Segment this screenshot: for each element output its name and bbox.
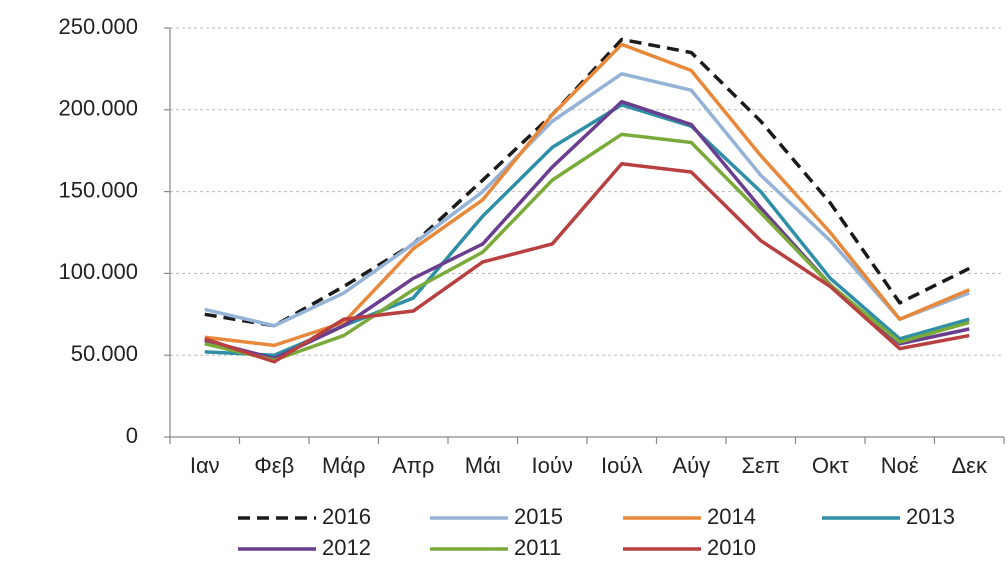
x-tick-label: Ιαν [190, 453, 220, 478]
x-tick-label: Αύγ [672, 453, 710, 478]
x-tick-label: Ιούλ [601, 453, 642, 478]
series-line [204, 99, 970, 361]
x-tick-label: Σεπ [741, 453, 780, 478]
x-tick-label: Μάι [465, 453, 501, 478]
legend-label: 2011 [514, 535, 561, 560]
series-line [204, 103, 970, 357]
y-tick-label: 100.000 [58, 259, 138, 284]
x-tick-label: Δεκ [951, 453, 988, 478]
y-tick-label: 0 [126, 423, 138, 448]
legend-label: 2013 [906, 504, 955, 529]
x-tick-label: Φεβ [254, 453, 294, 478]
legend-label: 2010 [707, 535, 756, 560]
legend-label: 2014 [707, 504, 756, 529]
legend-label: 2015 [514, 504, 563, 529]
y-tick-label: 50.000 [71, 341, 138, 366]
x-tick-label: Μάρ [322, 453, 366, 478]
y-tick-label: 200.000 [58, 96, 138, 121]
y-tick-label: 150.000 [58, 177, 138, 202]
series-line [204, 132, 970, 362]
legend-label: 2012 [322, 535, 371, 560]
x-tick-label: Οκτ [812, 453, 849, 478]
legend-label: 2016 [322, 504, 371, 529]
x-tick-label: Νοέ [881, 453, 919, 478]
series-line [204, 162, 970, 364]
x-tick-label: Απρ [392, 453, 434, 478]
y-tick-label: 250.000 [58, 14, 138, 39]
series-line [204, 72, 970, 328]
series-line [204, 37, 971, 328]
x-tick-label: Ιούν [532, 453, 573, 478]
